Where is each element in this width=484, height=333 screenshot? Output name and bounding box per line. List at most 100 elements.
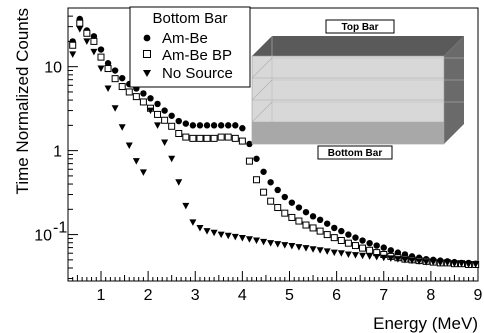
point-am-be — [217, 122, 225, 129]
point-am-be-bp — [168, 122, 176, 130]
point-no-source — [76, 26, 84, 33]
point-no-source — [217, 231, 225, 239]
point-no-source — [387, 255, 395, 262]
point-no-source — [337, 250, 345, 257]
point-am-be-bp — [83, 29, 91, 37]
point-no-source — [253, 237, 261, 245]
point-am-be-bp — [323, 231, 331, 239]
point-no-source — [316, 247, 324, 254]
point-am-be-bp — [288, 213, 296, 221]
point-no-source — [231, 233, 239, 241]
point-am-be — [168, 112, 175, 119]
x-tick-label: 3 — [191, 287, 200, 304]
point-am-be — [331, 224, 338, 232]
point-am-be — [295, 204, 303, 211]
point-no-source — [295, 244, 303, 251]
point-no-source — [161, 139, 169, 146]
x-tick-label: 8 — [426, 287, 435, 304]
point-no-source — [330, 249, 338, 257]
point-no-source — [83, 38, 91, 45]
point-am-be — [104, 60, 112, 67]
point-no-source — [450, 260, 458, 268]
point-am-be — [267, 179, 274, 186]
point-am-be — [302, 208, 310, 216]
point-no-source — [182, 202, 190, 210]
point-am-be — [345, 231, 352, 238]
inset-bottom-bar-label: Bottom Bar — [328, 148, 383, 159]
y-tick-exponent: -1 — [53, 220, 67, 237]
point-no-source — [224, 232, 232, 240]
point-am-be-bp — [154, 110, 162, 118]
data-markers — [69, 15, 480, 269]
point-no-source — [344, 251, 352, 258]
point-no-source — [359, 252, 367, 260]
point-no-source — [90, 48, 98, 56]
legend-title: Bottom Bar — [152, 10, 227, 27]
point-no-source — [189, 219, 197, 226]
point-am-be-bp — [366, 246, 374, 254]
point-am-be-bp — [111, 75, 119, 83]
point-am-be — [387, 247, 395, 254]
point-am-be-bp — [196, 134, 204, 142]
point-no-source — [302, 245, 310, 252]
x-tick-label: 2 — [144, 287, 153, 304]
point-am-be — [288, 199, 296, 206]
point-am-be-bp — [274, 204, 282, 212]
point-am-be-bp — [224, 133, 232, 141]
point-no-source — [472, 261, 480, 269]
x-tick-label: 4 — [238, 287, 247, 304]
x-tick-label: 5 — [285, 287, 294, 304]
point-am-be — [225, 122, 232, 129]
point-am-be — [210, 122, 218, 129]
legend-marker-no-source — [143, 70, 151, 77]
x-axis-title: Energy (MeV) — [373, 314, 478, 333]
point-am-be — [232, 122, 239, 129]
point-am-be — [380, 244, 387, 251]
point-am-be — [274, 186, 281, 194]
point-am-be-bp — [302, 221, 310, 229]
point-am-be-bp — [238, 137, 246, 145]
point-am-be-bp — [351, 242, 359, 250]
point-am-be-bp — [260, 188, 268, 196]
point-am-be-bp — [189, 134, 197, 142]
point-am-be-bp — [245, 157, 253, 165]
point-no-source — [422, 259, 430, 266]
point-no-source — [118, 124, 126, 131]
point-no-source — [260, 238, 268, 246]
axis-ticks — [67, 7, 479, 281]
x-tick-label: 9 — [474, 287, 483, 304]
inset-top-bar-label: Top Bar — [341, 22, 378, 33]
point-am-be — [316, 216, 324, 224]
point-no-source — [323, 248, 331, 255]
point-am-be — [352, 234, 359, 241]
point-am-be-bp — [139, 98, 147, 106]
inset-top-bar-label-box — [325, 19, 395, 34]
point-am-be — [154, 100, 161, 108]
y-tick-label: 10 — [44, 60, 62, 77]
point-am-be — [111, 67, 119, 74]
point-am-be-bp — [125, 88, 133, 96]
plot-frame — [67, 7, 479, 282]
point-no-source — [111, 105, 119, 112]
point-am-be — [281, 193, 288, 201]
point-am-be — [323, 220, 331, 227]
point-no-source — [104, 85, 112, 92]
point-am-be-bp — [132, 93, 140, 101]
point-no-source — [175, 179, 183, 186]
point-am-be-bp — [90, 37, 98, 45]
point-am-be-bp — [203, 134, 211, 142]
point-am-be — [373, 242, 380, 249]
point-am-be — [338, 227, 345, 235]
point-no-source — [288, 243, 296, 250]
point-no-source — [69, 51, 77, 58]
point-am-be — [309, 213, 317, 220]
point-am-be-bp — [69, 41, 77, 49]
point-no-source — [125, 142, 133, 150]
point-no-source — [443, 259, 451, 267]
point-am-be-bp — [295, 217, 303, 225]
point-am-be — [260, 168, 267, 175]
point-am-be — [253, 155, 260, 162]
point-no-source — [458, 260, 466, 268]
